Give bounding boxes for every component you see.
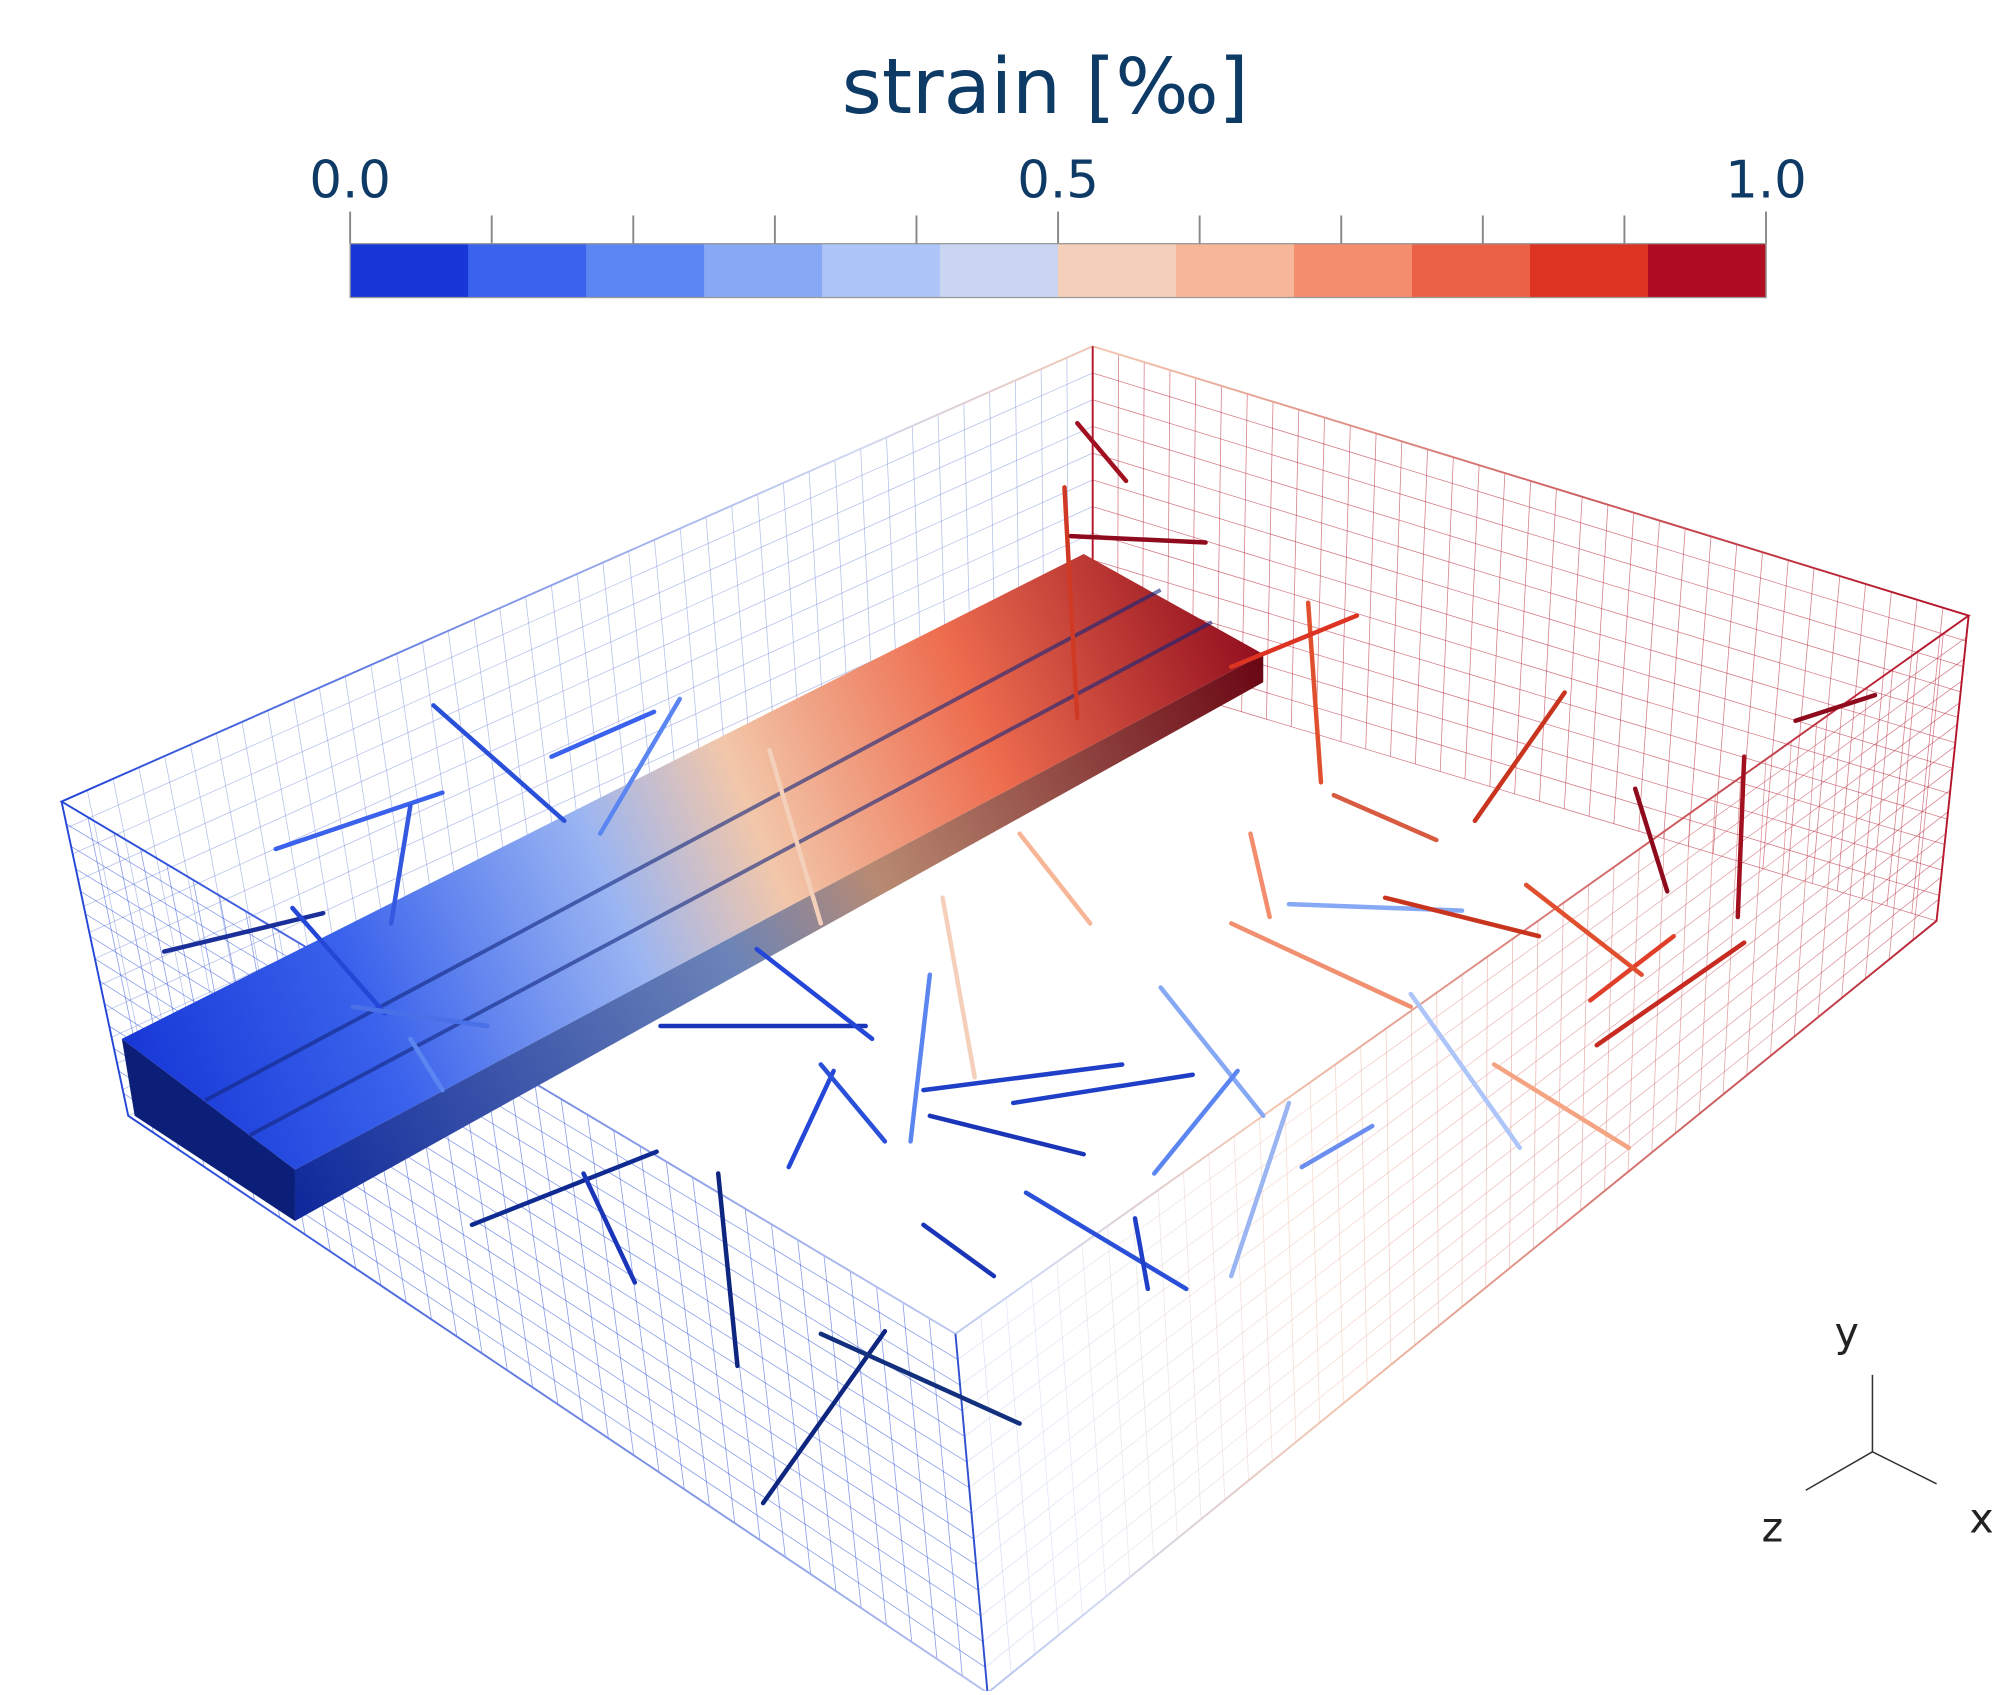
mesh-line (971, 768, 1952, 1513)
fiber (1796, 695, 1876, 721)
mesh-line (967, 725, 1957, 1462)
colorbar-segment (1412, 244, 1531, 298)
fiber (930, 1116, 1084, 1154)
page: strain [‰] y z x 0.00.51.0 (() => { cons… (0, 0, 2011, 1691)
fiber (1161, 988, 1264, 1116)
fiber (1077, 423, 1126, 481)
colorbar-segment (1294, 244, 1413, 298)
fiber (1020, 834, 1091, 924)
colorbar-segment (940, 244, 1059, 298)
axes-triad (1806, 1375, 1937, 1490)
colorbar-tick-label: 0.0 (309, 151, 391, 211)
fiber (1071, 536, 1206, 542)
fiber (1738, 757, 1744, 917)
colorbar-title: strain [‰] (842, 43, 1249, 132)
fiber (472, 1152, 657, 1225)
fiber (923, 1064, 1122, 1090)
colorbar-tick-label: 0.5 (1017, 151, 1099, 211)
fiber (1494, 1064, 1629, 1147)
fiber (789, 1071, 834, 1167)
fiber (1385, 898, 1539, 936)
triad-label: y (1835, 1309, 1859, 1357)
colorbar-segment (1058, 244, 1177, 298)
colorbar-segment (1648, 244, 1767, 298)
fiber (1526, 885, 1641, 975)
fiber (1231, 923, 1411, 1006)
colorbar-tick-label: 1.0 (1725, 151, 1807, 211)
fiber (911, 975, 930, 1142)
fiber (551, 712, 654, 757)
colorbar-segment (822, 244, 941, 298)
fiber (1334, 795, 1437, 840)
fiber (1250, 834, 1269, 917)
colorbar-segment (350, 244, 469, 298)
triad-label: x (1969, 1495, 1993, 1543)
box-edge (955, 1334, 987, 1691)
beam-groove (250, 622, 1212, 1135)
triad-axis (1806, 1452, 1873, 1490)
triad-axis (1872, 1452, 1936, 1484)
colorbar-segment (1176, 244, 1295, 298)
mesh-line (969, 746, 1955, 1487)
mesh-line (978, 834, 1945, 1591)
fiber (821, 1064, 885, 1141)
mesh-line (1093, 373, 1966, 641)
fiber (1026, 1193, 1186, 1289)
mesh-line (976, 812, 1948, 1565)
colorbar-segment (704, 244, 823, 298)
fiber (1635, 789, 1667, 892)
fiber (1154, 1071, 1237, 1174)
colorbar: 0.0 0.5 1.0 (309, 151, 1806, 298)
fiber (1475, 693, 1565, 821)
fiber (1013, 1075, 1193, 1103)
colorbar-segment (586, 244, 705, 298)
fiber (763, 1331, 885, 1503)
colorbar-segment (468, 244, 587, 298)
colorbar-segment (1530, 244, 1649, 298)
mesh-line (981, 855, 1944, 1616)
mesh-line (974, 790, 1951, 1539)
visualization: strain [‰] y z x 0.0 0.5 1.0 (0, 0, 2011, 1691)
scene: strain [‰] y z x 0.0 0.5 1.0 (62, 43, 1994, 1691)
triad-label: z (1762, 1504, 1784, 1552)
fiber (943, 898, 975, 1078)
fiber (923, 1225, 994, 1276)
